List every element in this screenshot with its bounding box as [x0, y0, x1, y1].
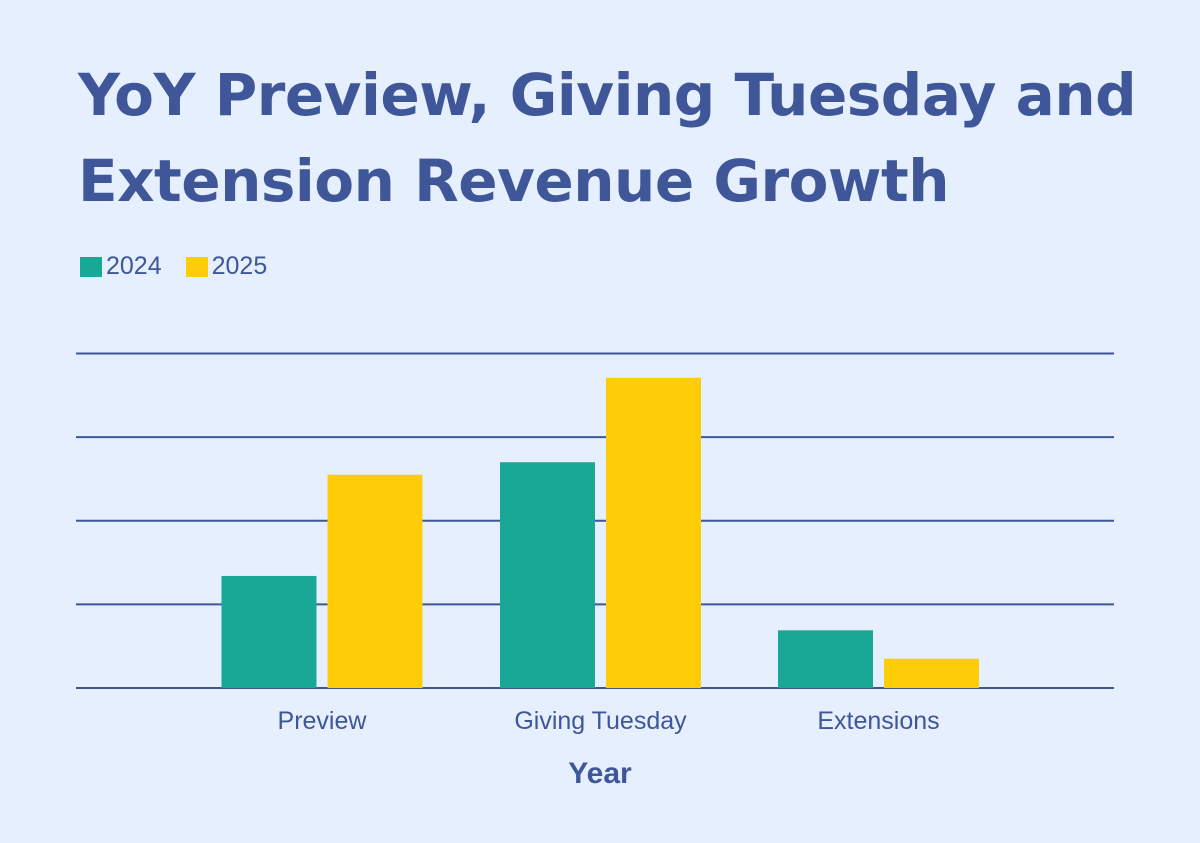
x-tick-label-giving-tuesday: Giving Tuesday — [514, 707, 687, 735]
bars — [221, 377, 979, 688]
bar-preview-2024 — [221, 575, 317, 688]
bar-giving-tuesday-2025 — [606, 377, 701, 688]
x-tick-label-preview: Preview — [278, 707, 368, 735]
x-axis-title: Year — [568, 757, 632, 790]
x-tick-labels: Preview Giving Tuesday Extensions — [278, 707, 940, 735]
bar-extensions-2024 — [778, 630, 873, 688]
legend-label-2025: 2025 — [211, 252, 268, 280]
bar-giving-tuesday-2024 — [500, 462, 595, 688]
legend-swatch-2024 — [80, 256, 102, 277]
legend: 2024 2025 — [80, 252, 267, 281]
x-tick-label-extensions: Extensions — [817, 707, 939, 735]
chart-title: YoY Preview, Giving Tuesday and Extensio… — [78, 61, 1137, 215]
legend-item-2024: 2024 — [80, 252, 162, 281]
bar-extensions-2025 — [884, 658, 979, 688]
bar-preview-2025 — [327, 474, 423, 688]
legend-item-2025: 2025 — [185, 252, 268, 281]
legend-label-2024: 2024 — [106, 252, 162, 280]
legend-swatch-2025 — [185, 256, 208, 277]
